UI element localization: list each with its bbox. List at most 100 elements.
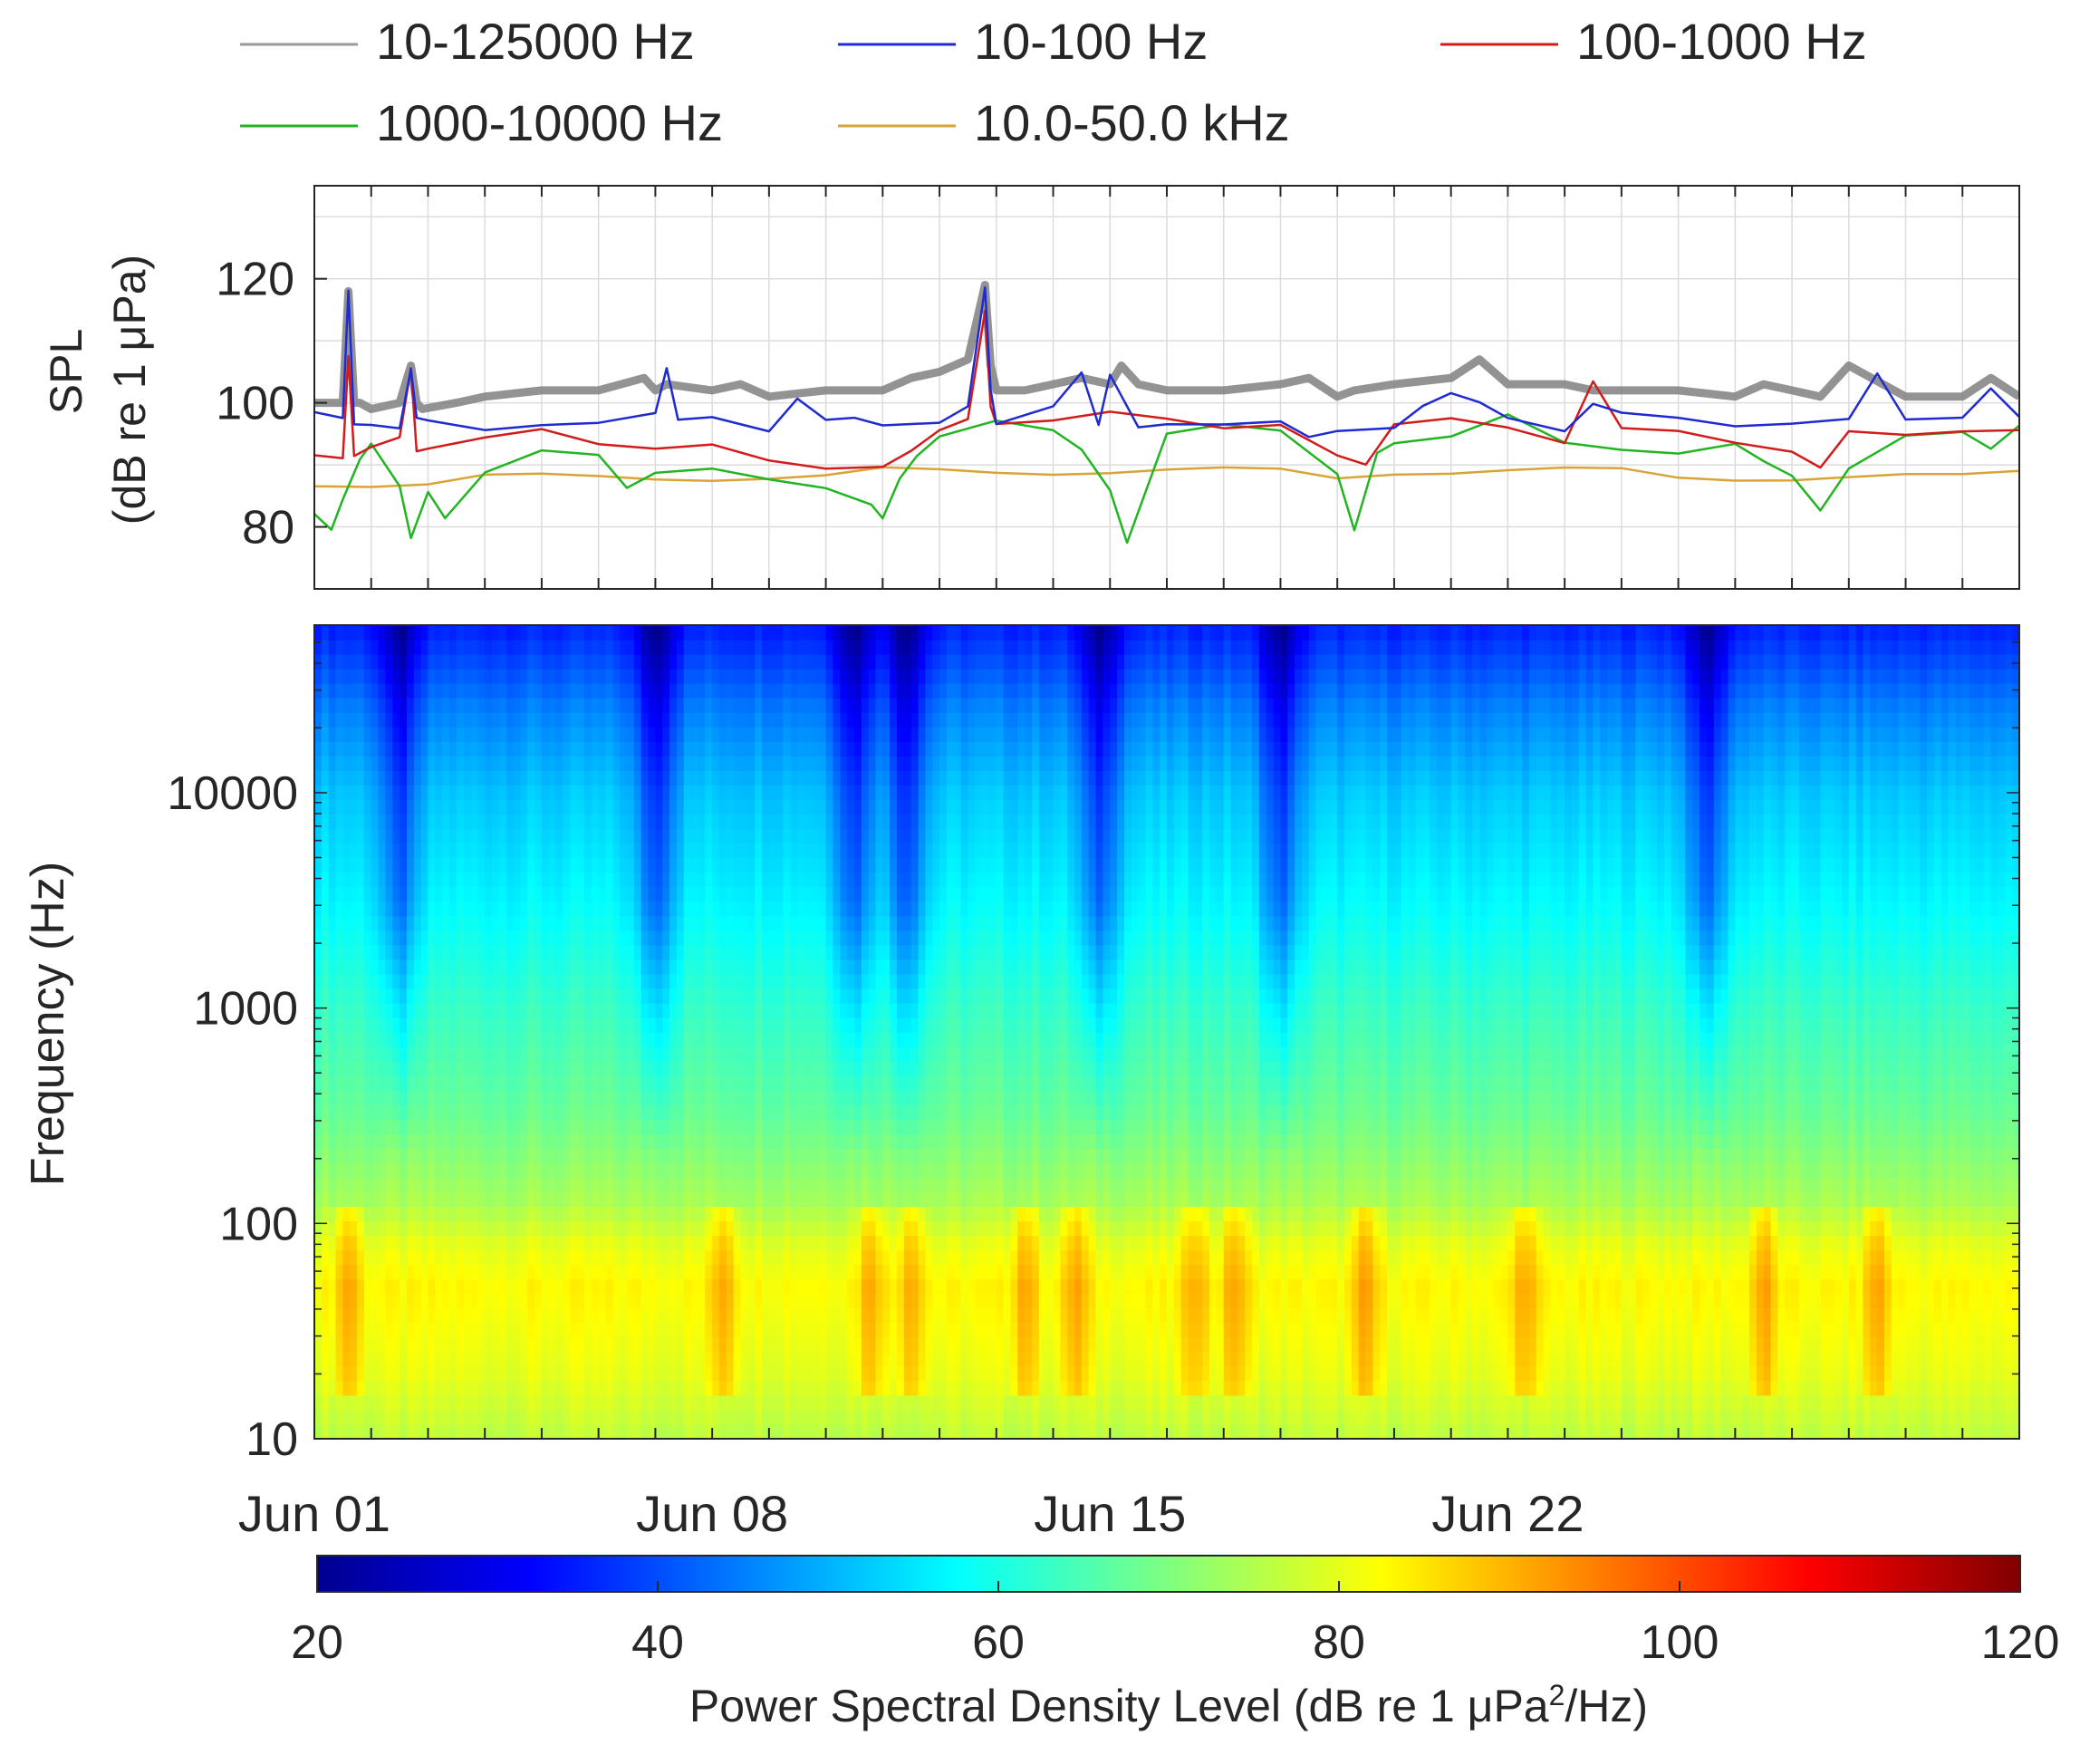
spectrogram-cell — [541, 1162, 550, 1178]
spectrogram-cell — [818, 1220, 827, 1237]
spectrogram-cell — [676, 1220, 685, 1237]
spectrogram-cell — [442, 1423, 450, 1439]
spectrogram-cell — [442, 1162, 450, 1178]
spectrogram-cell — [627, 872, 635, 888]
spectrogram-cell — [925, 1365, 933, 1382]
spectrogram-cell — [747, 1249, 756, 1266]
spectrogram-cell — [633, 1032, 642, 1047]
spectrogram-cell — [633, 843, 642, 859]
spectrogram-cell — [882, 1394, 891, 1411]
spectrogram-cell — [868, 872, 877, 888]
spectrogram-cell — [371, 1351, 380, 1367]
spectrogram-cell — [747, 1235, 756, 1251]
spectrogram-cell — [392, 886, 400, 902]
spectrogram-cell — [698, 1133, 706, 1149]
spectrogram-cell — [363, 770, 372, 786]
spectrogram-cell — [548, 1365, 557, 1382]
spectrogram-cell — [627, 654, 635, 670]
spectrogram-cell — [847, 625, 855, 641]
spectrogram-cell — [548, 886, 557, 902]
spectrogram-cell — [342, 1162, 351, 1178]
spectrogram-cell — [357, 640, 365, 655]
spectrogram-cell — [485, 756, 493, 771]
spectrogram-cell — [861, 1220, 870, 1237]
spectrogram-cell — [882, 1191, 891, 1208]
spectrogram-cell — [925, 1206, 933, 1222]
spectrogram-cell — [718, 872, 727, 888]
spectrogram-cell — [385, 1336, 393, 1353]
spectrogram-cell — [498, 1119, 507, 1134]
spectrogram-cell — [733, 915, 742, 931]
spectrogram-cell — [662, 988, 670, 1004]
spectrogram-cell — [548, 1278, 557, 1295]
spectrogram-cell — [363, 1336, 372, 1353]
spectrogram-cell — [669, 872, 678, 888]
spectrogram-cell — [690, 640, 699, 655]
spectrogram-cell — [747, 1032, 756, 1047]
spectrogram-cell — [392, 814, 400, 830]
spectrogram-cell — [683, 654, 692, 670]
spectrogram-cell — [825, 944, 834, 960]
spectrogram-cell — [463, 886, 472, 902]
spectrogram-cell — [833, 770, 841, 786]
spectrogram-cell — [705, 1351, 713, 1367]
spectrogram-cell — [705, 756, 713, 771]
spectrogram-cell — [790, 640, 798, 655]
spectrogram-cell — [435, 712, 443, 728]
spectrogram-cell — [811, 756, 820, 771]
spectrogram-cell — [698, 857, 706, 873]
spectrogram-cell — [506, 828, 515, 844]
spectrogram-cell — [833, 1177, 841, 1192]
spectrogram-cell — [548, 770, 557, 786]
spectrogram-cell — [513, 1162, 522, 1178]
spectrogram-cell — [783, 1017, 791, 1033]
spectrogram-cell — [413, 915, 422, 931]
spectrogram-cell — [371, 1162, 380, 1178]
spectrogram-cell — [868, 814, 877, 830]
spectrogram-cell — [669, 1264, 678, 1280]
spectrogram-cell — [506, 741, 515, 757]
spectrogram-cell — [563, 698, 571, 713]
spectrogram-cell — [583, 944, 592, 960]
spectrogram-cell — [633, 1235, 642, 1251]
spectrogram-cell — [363, 1002, 372, 1018]
spectrogram-cell — [840, 959, 848, 975]
spectrogram-cell — [897, 988, 905, 1004]
spectrogram-cell — [591, 1177, 600, 1192]
spectrogram-cell — [825, 915, 834, 931]
spectrogram-cell — [612, 640, 621, 655]
spectrogram-cell — [485, 1002, 493, 1018]
spectrogram-cell — [669, 1148, 678, 1163]
spectrogram-cell — [775, 799, 785, 815]
spectrogram-cell — [882, 1148, 891, 1163]
spectrogram-cell — [470, 1394, 478, 1411]
spectrogram-cell — [633, 1307, 642, 1324]
spectrogram-cell — [485, 1249, 493, 1266]
spectrogram-cell — [612, 1322, 621, 1338]
spectrogram-cell — [463, 799, 472, 815]
spectrogram-cell — [910, 1264, 920, 1280]
spectrogram-cell — [520, 1206, 528, 1222]
spectrogram-cell — [818, 1336, 827, 1353]
spectrogram-cell — [853, 944, 862, 960]
spectrogram-cell — [733, 1264, 742, 1280]
spectrogram-cell — [420, 712, 429, 728]
spectrogram-cell — [492, 857, 500, 873]
spectrogram-cell — [840, 1394, 848, 1411]
spectrogram-cell — [400, 1278, 408, 1295]
spectrogram-cell — [718, 1365, 727, 1382]
spectrogram-cell — [498, 1148, 507, 1163]
spectrogram-cell — [633, 988, 642, 1004]
spectrogram-cell — [527, 1264, 535, 1280]
spectrogram-cell — [513, 785, 522, 801]
spectrogram-cell — [314, 741, 323, 757]
spectrogram-cell — [853, 1177, 862, 1192]
spectrogram-cell — [570, 1017, 578, 1033]
spectrogram-cell — [577, 1307, 585, 1324]
spectrogram-cell — [506, 1278, 515, 1295]
spectrogram-cell — [448, 1046, 457, 1062]
spectrogram-cell — [371, 1002, 380, 1018]
spectrogram-cell — [882, 683, 891, 699]
spectrogram-cell — [690, 785, 699, 801]
spectrogram-cell — [818, 944, 827, 960]
